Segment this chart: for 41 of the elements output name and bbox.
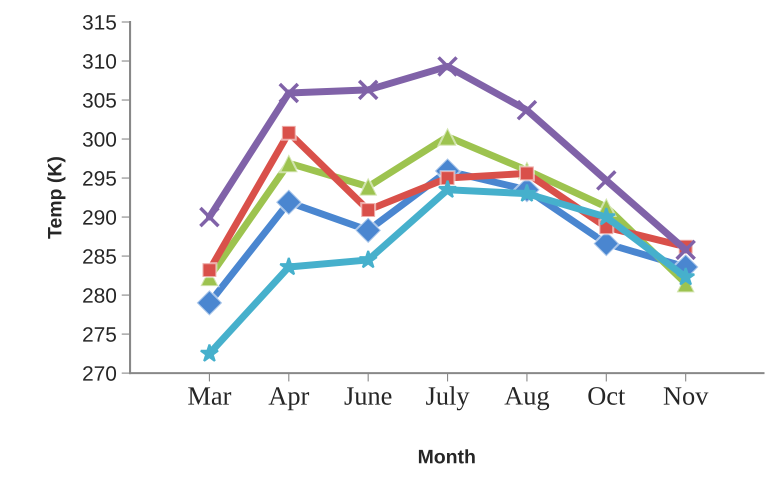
y-tick-label: 295 xyxy=(83,171,116,186)
point xyxy=(278,82,300,104)
point xyxy=(440,170,456,186)
x-tick-label: June xyxy=(344,387,392,405)
y-tick-label: 275 xyxy=(83,327,116,342)
point xyxy=(438,180,458,198)
point xyxy=(354,216,382,244)
point xyxy=(596,170,618,192)
point xyxy=(196,289,224,317)
x-axis-title: Month xyxy=(418,449,475,464)
x-tick-label: Mar xyxy=(188,387,232,405)
point xyxy=(357,79,379,101)
x-tick-label: Oct xyxy=(588,387,626,405)
point xyxy=(358,250,378,268)
y-tick-label: 270 xyxy=(83,366,116,381)
point xyxy=(358,176,378,197)
point xyxy=(278,153,299,174)
point xyxy=(280,124,297,141)
point xyxy=(198,206,220,228)
point xyxy=(437,126,458,147)
point xyxy=(274,188,303,216)
point xyxy=(516,99,538,121)
y-tick-label: 280 xyxy=(83,288,116,303)
y-tick-label: 310 xyxy=(82,54,116,69)
x-tick-label: Nov xyxy=(664,387,708,405)
y-tick-label: 315 xyxy=(82,15,116,30)
x-tick-label: Aug xyxy=(504,387,550,410)
y-tick-label: 300 xyxy=(82,132,116,147)
y-tick-label: 305 xyxy=(82,93,116,108)
y-tick-label: 285 xyxy=(83,249,116,264)
point xyxy=(676,267,696,286)
y-tick-label: 290 xyxy=(83,210,116,225)
point xyxy=(674,239,696,261)
point xyxy=(201,262,218,278)
point xyxy=(436,56,458,78)
x-tick-label: July xyxy=(426,386,470,410)
point xyxy=(360,202,376,218)
point xyxy=(200,344,220,362)
point xyxy=(518,165,535,182)
y-axis-title: Temp (K) xyxy=(47,157,66,239)
x-tick-label: Apr xyxy=(268,387,310,410)
